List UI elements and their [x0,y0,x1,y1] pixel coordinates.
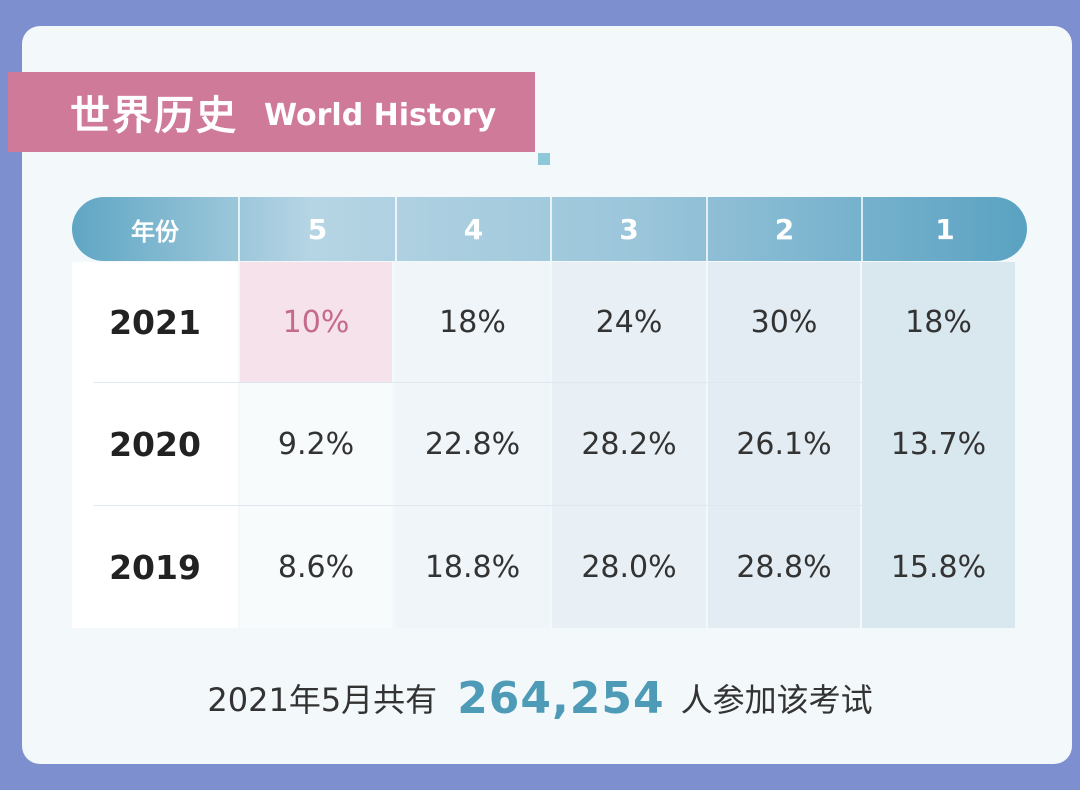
decorative-square [538,153,550,165]
participant-count: 264,254 [457,672,665,724]
table-cell: 18.8% [424,549,521,585]
header-score-3: 3 [550,197,706,261]
table-cell: 9.2% [277,426,355,462]
column-bg-4 [395,262,550,628]
header-score-4: 4 [395,197,550,261]
column-bg-2 [708,262,860,628]
table-cell: 22.8% [424,426,521,462]
table-header: 年份 5 4 3 2 1 [72,197,1027,261]
column-bg-1 [862,262,1015,628]
title-banner: 世界历史 World History [8,72,535,152]
table-cell: 8.6% [277,549,355,585]
table-cell: 15.8% [890,549,987,585]
row-divider [94,382,862,383]
table-cell: 26.1% [736,426,832,462]
row-divider [94,505,862,506]
column-bg-3 [552,262,706,628]
header-year: 年份 [131,217,179,246]
table-cell: 18% [905,304,972,340]
year-cell: 2020 [109,424,201,464]
participant-summary: 2021年5月共有 264,254 人参加该考试 [0,662,1080,734]
table-cell: 10% [282,304,350,340]
table-cell: 13.7% [890,426,987,462]
title-english: World History [264,97,497,133]
year-cell: 2021 [109,302,201,342]
table-cell: 18% [439,304,506,340]
year-cell: 2019 [109,547,201,587]
summary-prefix: 2021年5月共有 [207,681,438,719]
column-bg-year [72,262,238,628]
table-cell: 24% [595,304,663,340]
header-score-5: 5 [238,197,395,261]
header-score-2: 2 [706,197,861,261]
table-cell: 28.8% [736,549,832,585]
summary-suffix: 人参加该考试 [680,681,873,719]
highlight-cell-bg [240,262,392,382]
table-cell: 28.0% [581,549,677,585]
table-cell: 28.2% [581,426,677,462]
table-cell: 30% [750,304,818,340]
header-score-1: 1 [861,197,1027,261]
title-chinese: 世界历史 [70,93,238,139]
